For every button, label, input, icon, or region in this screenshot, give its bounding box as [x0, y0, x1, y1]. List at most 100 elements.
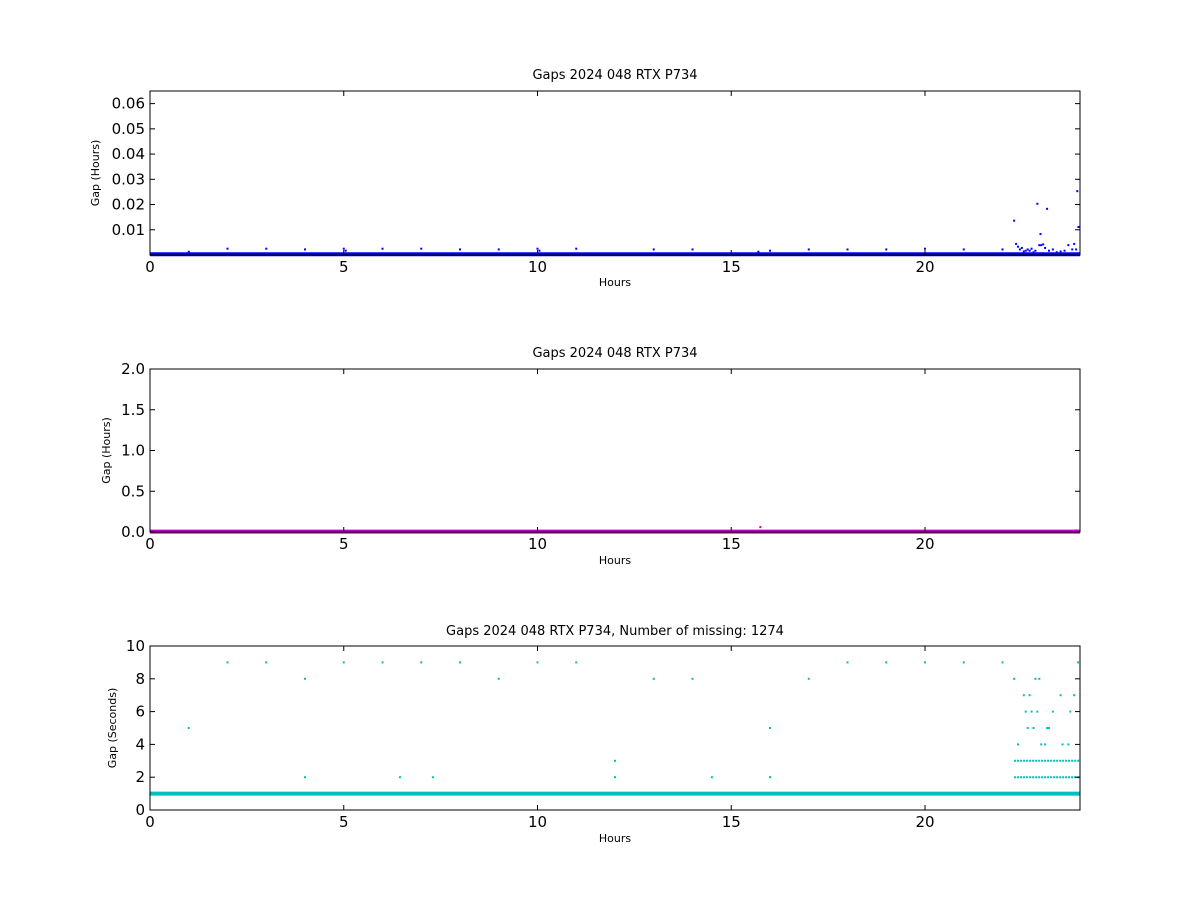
data-point — [1036, 710, 1039, 713]
data-point — [187, 727, 190, 729]
data-point — [1040, 244, 1043, 247]
data-point — [769, 776, 771, 779]
data-point — [304, 677, 306, 680]
x-tick-label: 10 — [528, 535, 547, 553]
data-point — [1024, 710, 1027, 713]
y-tick-label: 6 — [135, 703, 145, 721]
data-point — [1026, 727, 1029, 729]
y-tick-label: 1.5 — [121, 401, 145, 419]
data-point — [1017, 245, 1019, 248]
x-tick-label: 10 — [528, 813, 547, 831]
data-point — [304, 248, 306, 251]
data-point — [1022, 694, 1025, 697]
data-point — [1069, 710, 1072, 713]
subplot-1: Gaps 2024 048 RTX P734 Hours Gap (Hours) 0 5… — [89, 68, 1081, 289]
y-tick-label: 0.02 — [112, 196, 145, 214]
data-point — [342, 247, 345, 250]
y-tick-label: 10 — [126, 637, 145, 655]
data-point — [1020, 246, 1023, 249]
data-point — [398, 776, 401, 779]
x-tick-label: 0 — [145, 258, 155, 276]
data-point — [885, 661, 888, 664]
y-tick-label: 4 — [135, 735, 145, 753]
data-point — [1077, 661, 1080, 664]
data-point — [1073, 694, 1076, 697]
data-point — [497, 677, 500, 680]
subplot-3: Gaps 2024 048 RTX P734, Number of missin… — [106, 624, 1081, 845]
data-point — [1024, 249, 1027, 252]
data-point — [1046, 207, 1049, 210]
data-point — [536, 661, 539, 664]
data-point — [1038, 677, 1041, 680]
data-point — [769, 249, 771, 252]
chart-title: Gaps 2024 048 RTX P734 — [532, 68, 697, 83]
data-point — [187, 250, 190, 253]
y-tick-label: 0.06 — [112, 95, 145, 113]
data-point — [226, 661, 229, 664]
data-point — [1036, 530, 1039, 533]
axes-frame — [149, 645, 1081, 811]
data-point — [497, 248, 500, 251]
data-point — [1038, 244, 1041, 247]
data-point — [1022, 250, 1025, 253]
data-point — [1017, 743, 1019, 746]
data-series — [150, 661, 1080, 796]
data-point — [1067, 244, 1070, 247]
x-axis-label: Hours — [599, 832, 631, 845]
y-tick-label: 0.03 — [112, 170, 145, 188]
data-point — [538, 249, 541, 252]
data-point — [1071, 248, 1074, 251]
data-point — [1073, 242, 1076, 245]
data-point — [807, 248, 810, 251]
data-point — [652, 677, 655, 680]
x-tick-label: 20 — [915, 813, 934, 831]
data-point — [1044, 743, 1047, 746]
axes-frame — [149, 368, 1081, 533]
data-point — [1067, 743, 1070, 746]
x-tick-label: 20 — [915, 535, 934, 553]
x-tick-label: 10 — [528, 258, 547, 276]
data-point — [459, 661, 461, 664]
data-point — [420, 247, 423, 250]
data-series — [150, 190, 1080, 257]
chart-title: Gaps 2024 048 RTX P734, Number of missin… — [446, 624, 784, 639]
data-point — [1018, 248, 1021, 251]
data-point — [1028, 249, 1031, 252]
data-point — [1051, 710, 1054, 713]
data-point — [691, 248, 694, 251]
y-tick-label: 0.05 — [112, 120, 145, 138]
y-tick-label: 0.0 — [121, 523, 145, 541]
data-point — [1034, 677, 1037, 680]
chart-title: Gaps 2024 048 RTX P734 — [532, 346, 697, 361]
data-point — [536, 247, 539, 250]
data-point — [924, 661, 926, 664]
y-tick-label: 0.04 — [112, 145, 145, 163]
data-point — [1055, 251, 1058, 254]
data-point — [1030, 247, 1033, 250]
data-point — [885, 248, 888, 251]
data-point — [1030, 710, 1033, 713]
data-point — [304, 776, 306, 779]
data-point — [1001, 248, 1004, 251]
y-axis-label: Gap (Hours) — [89, 140, 102, 207]
data-point — [1032, 251, 1035, 254]
data-point — [924, 247, 926, 250]
data-point — [1077, 225, 1080, 228]
data-point — [459, 248, 461, 251]
data-point — [652, 248, 655, 251]
data-point — [1046, 727, 1049, 729]
data-point — [342, 661, 345, 664]
data-point — [575, 247, 578, 250]
data-point — [1048, 727, 1050, 729]
data-point — [1036, 202, 1039, 205]
data-point — [759, 526, 762, 529]
x-tick-label: 0 — [145, 535, 155, 553]
data-point — [420, 661, 423, 664]
data-point — [1032, 727, 1035, 729]
subplot-2: Gaps 2024 048 RTX P734 Hours Gap (Hours) 0 5… — [100, 346, 1081, 567]
x-tick-label: 5 — [339, 813, 349, 831]
axes-frame — [149, 90, 1081, 256]
x-axis-label: Hours — [599, 554, 631, 567]
data-point — [962, 248, 965, 251]
